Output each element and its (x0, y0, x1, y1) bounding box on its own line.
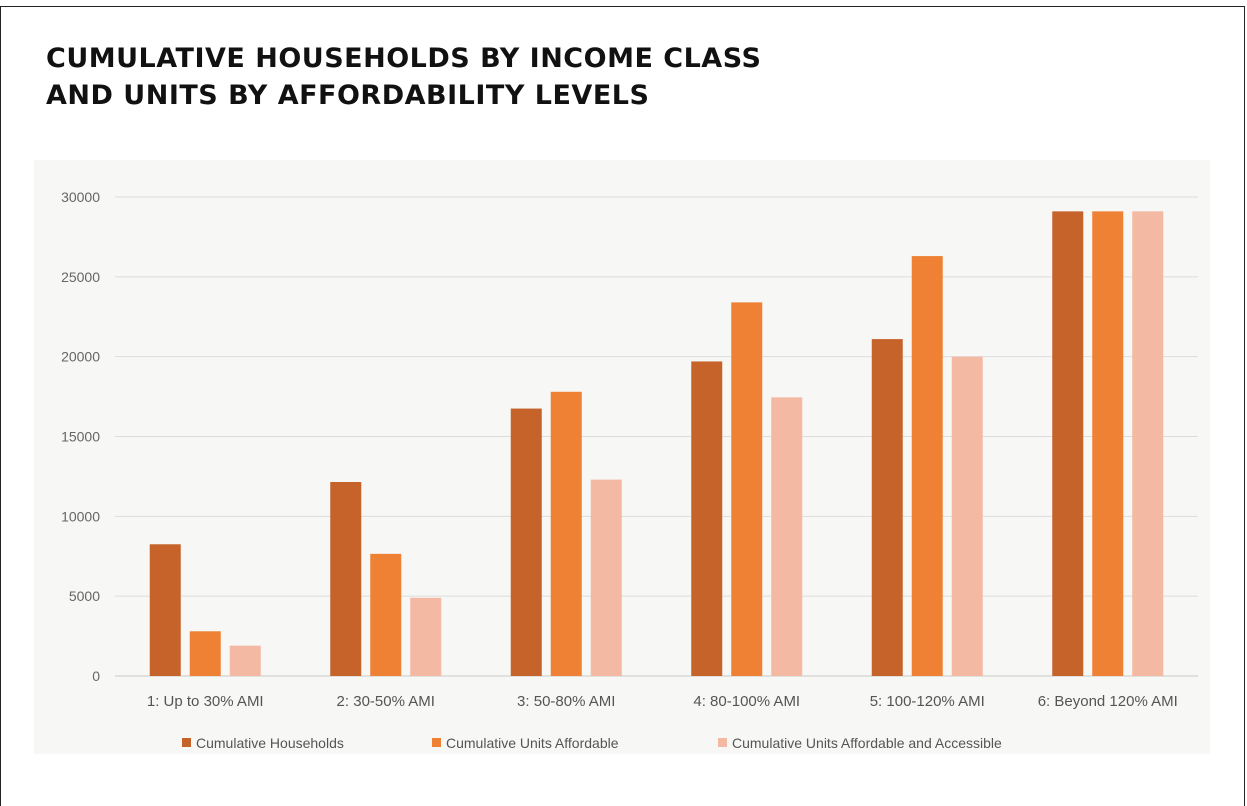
bar (871, 339, 903, 676)
y-tick-label: 0 (92, 668, 100, 684)
bar (1052, 211, 1084, 676)
legend-label: Cumulative Households (196, 735, 344, 751)
bar (550, 391, 582, 676)
legend-swatch (718, 738, 727, 747)
y-tick-label: 15000 (61, 429, 100, 445)
bar (1092, 211, 1124, 676)
legend-swatch (182, 738, 191, 747)
bar (691, 361, 723, 676)
chart-title-line-1: CUMULATIVE HOUSEHOLDS BY INCOME CLASS (46, 43, 762, 74)
bar (330, 482, 362, 676)
x-tick-label: 6: Beyond 120% AMI (1038, 693, 1178, 710)
legend-swatch (432, 738, 441, 747)
chart-title-line-2: AND UNITS BY AFFORDABILITY LEVELS (46, 80, 650, 111)
figure-frame (0, 6, 1245, 806)
bar (229, 645, 261, 676)
y-tick-label: 30000 (61, 189, 100, 205)
y-tick-label: 20000 (61, 349, 100, 365)
x-tick-label: 3: 50-80% AMI (517, 693, 615, 710)
bar (911, 256, 943, 676)
bar (370, 553, 402, 676)
y-tick-label: 5000 (69, 588, 100, 604)
legend-label: Cumulative Units Affordable (446, 735, 619, 751)
bar (590, 479, 622, 676)
bar (510, 408, 542, 676)
bar (951, 356, 983, 676)
bar (149, 544, 181, 676)
bar (410, 597, 442, 676)
legend-label: Cumulative Units Affordable and Accessib… (732, 735, 1002, 751)
x-tick-label: 4: 80-100% AMI (693, 693, 800, 710)
bar (1132, 211, 1164, 676)
bar (771, 397, 803, 676)
bar (731, 302, 763, 676)
y-tick-label: 25000 (61, 269, 100, 285)
chart-title: CUMULATIVE HOUSEHOLDS BY INCOME CLASS AN… (46, 40, 761, 114)
x-tick-label: 2: 30-50% AMI (337, 693, 435, 710)
y-tick-label: 10000 (61, 508, 100, 524)
x-tick-label: 5: 100-120% AMI (870, 693, 985, 710)
x-tick-label: 1: Up to 30% AMI (147, 693, 264, 710)
bar (189, 631, 221, 676)
